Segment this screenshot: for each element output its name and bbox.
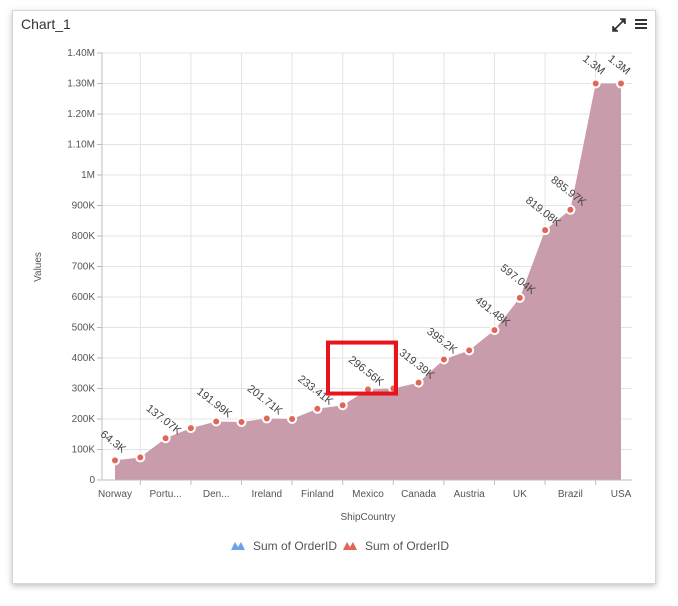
y-tick-label: 0: [89, 475, 95, 486]
data-point-marker: [110, 455, 120, 466]
y-tick-label: 800K: [72, 231, 96, 242]
area-series: [115, 83, 621, 480]
y-tick-label: 200K: [72, 414, 96, 425]
x-tick-label: Austria: [454, 489, 486, 500]
x-tick-label: Mexico: [352, 489, 384, 500]
y-tick-label: 400K: [72, 353, 96, 364]
x-tick-label: Finland: [301, 489, 334, 500]
data-point-marker: [135, 452, 146, 463]
x-axis-title: ShipCountry: [340, 512, 395, 523]
x-tick-label: USA: [611, 489, 632, 500]
chart-widget: Chart_1 0 100K 200K 300K 400K 500K 600K 700K 800…: [12, 10, 656, 584]
data-point-marker: [236, 417, 247, 428]
x-axis-tick-labels: Norway Portu... Den... Ireland Finland Mexico…: [98, 489, 632, 500]
data-label: 491.48K: [473, 294, 513, 329]
legend-label: Sum of OrderID: [253, 539, 337, 553]
data-point-marker: [489, 325, 500, 336]
y-tick-label: 1M: [81, 170, 95, 181]
y-axis-title: Values: [33, 252, 44, 282]
axes: [97, 52, 632, 485]
y-tick-label: 700K: [72, 262, 96, 273]
y-tick-label: 600K: [72, 292, 96, 303]
data-label: 296.56K: [346, 354, 386, 389]
legend: Sum of OrderID Sum of OrderID: [231, 539, 449, 553]
x-tick-label: UK: [513, 489, 527, 500]
y-tick-label: 300K: [72, 384, 96, 395]
x-tick-label: Norway: [98, 489, 132, 500]
data-point-marker: [565, 204, 576, 215]
data-point-marker: [312, 403, 323, 414]
x-tick-label: Brazil: [558, 489, 583, 500]
legend-area-icon: [231, 542, 245, 550]
data-label: 191.99K: [194, 386, 234, 421]
y-tick-label: 1.40M: [67, 48, 95, 59]
y-tick-label: 1.10M: [67, 140, 95, 151]
data-point-marker: [590, 78, 601, 89]
area-fill: [115, 83, 621, 480]
y-tick-label: 100K: [72, 445, 96, 456]
legend-label: Sum of OrderID: [365, 539, 449, 553]
data-point-marker: [514, 292, 525, 303]
y-tick-label: 500K: [72, 323, 96, 334]
y-tick-label: 1.20M: [67, 109, 95, 120]
x-tick-label: Portu...: [149, 489, 181, 500]
data-label: 395.2K: [424, 326, 459, 357]
data-point-marker: [211, 416, 222, 427]
area-chart: 0 100K 200K 300K 400K 500K 600K 700K 800K 900K 1M 1…: [33, 48, 633, 553]
highlight-rectangle: [326, 340, 398, 396]
hamburger-menu-icon[interactable]: [633, 16, 649, 32]
data-point-marker: [464, 345, 475, 356]
expand-arrows-icon[interactable]: [611, 17, 627, 33]
highlight-box: [326, 340, 398, 396]
x-tick-label: Den...: [203, 489, 230, 500]
legend-area-icon: [343, 542, 357, 550]
data-label: 1.3M: [580, 53, 607, 78]
x-tick-label: Canada: [401, 489, 436, 500]
y-axis-tick-labels: 0 100K 200K 300K 400K 500K 600K 700K 800K 900K 1M 1…: [67, 48, 95, 486]
data-point-marker: [160, 433, 171, 444]
y-tick-label: 1.30M: [67, 79, 95, 90]
data-label: 137.07K: [144, 402, 184, 437]
legend-item: Sum of OrderID: [231, 539, 337, 553]
y-tick-label: 900K: [72, 201, 96, 212]
data-point-marker: [337, 400, 348, 411]
data-point-marker: [540, 225, 551, 236]
data-point-marker: [185, 423, 196, 434]
data-point-marker: [616, 78, 626, 89]
x-tick-label: Ireland: [252, 489, 283, 500]
chart-title: Chart_1: [21, 16, 71, 32]
data-label: 1.3M: [606, 53, 633, 78]
data-point-marker: [413, 377, 424, 388]
data-point-marker: [438, 354, 449, 365]
legend-item: Sum of OrderID: [343, 539, 449, 553]
data-point-marker: [261, 413, 272, 424]
data-label: 319.39K: [397, 347, 437, 382]
data-point-marker: [287, 414, 298, 424]
data-label: 819.08K: [523, 194, 563, 229]
